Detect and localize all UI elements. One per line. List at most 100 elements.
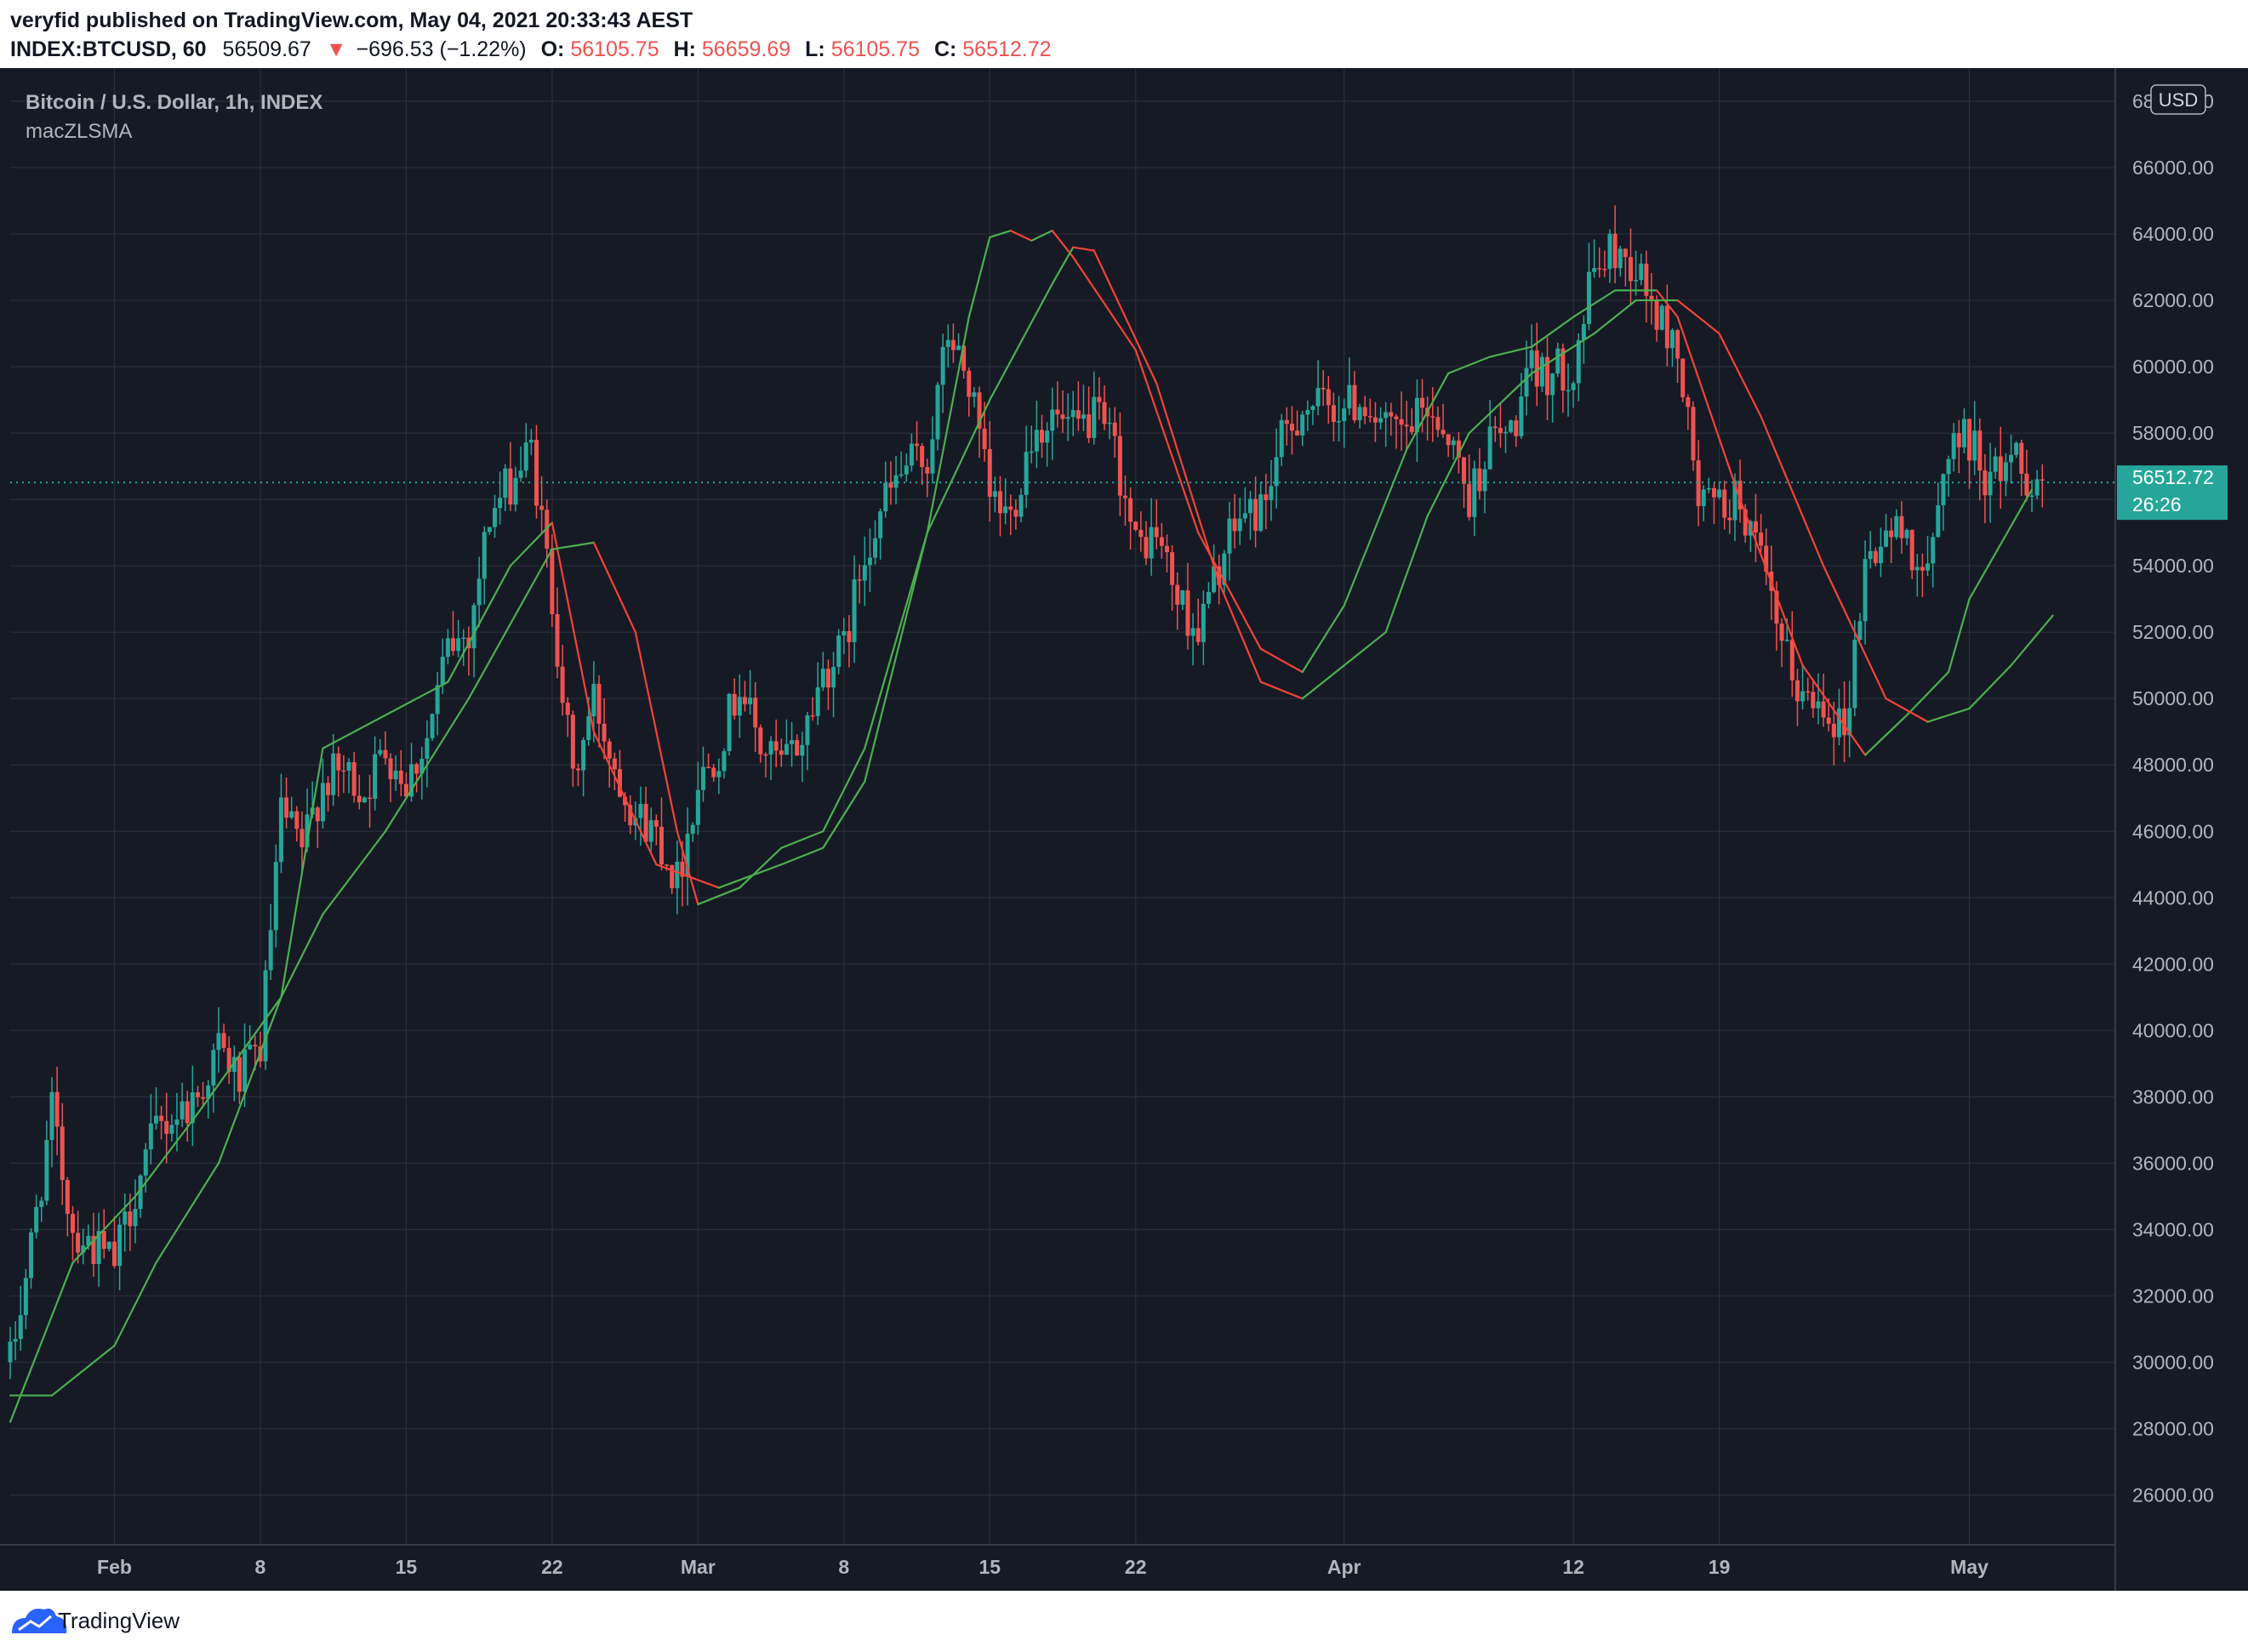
candle-body	[862, 565, 867, 581]
candle-body	[1321, 387, 1326, 390]
candle-body	[471, 605, 476, 649]
candle-body	[1857, 621, 1863, 641]
candle-body	[1409, 426, 1414, 432]
price-axis[interactable]: 26000.00 28000.00 30000.00 32000.00 34000.00…	[2132, 90, 2214, 1506]
candle-body	[648, 820, 653, 842]
candle-body	[419, 759, 425, 774]
candle-body	[44, 1140, 49, 1201]
candle-body	[341, 770, 346, 772]
time-tick-label: Mar	[681, 1556, 716, 1578]
candle-body	[289, 811, 294, 818]
candle-body	[1529, 350, 1534, 368]
candle-body	[1842, 708, 1847, 736]
candle-body	[2009, 454, 2014, 463]
candle-body	[1112, 422, 1117, 436]
zlsma-fast-segment	[1801, 664, 1867, 756]
zlsma-slow-segment	[551, 541, 595, 550]
price-tick-label: 44000.00	[2132, 886, 2214, 909]
candle-body	[440, 657, 445, 686]
tradingview-logo[interactable]: TradingView	[12, 1608, 180, 1633]
candle-body	[388, 758, 393, 780]
candle-body	[586, 716, 591, 740]
candle-body	[425, 738, 430, 760]
candle-body	[1144, 537, 1149, 559]
zlsma-fast-segment	[926, 316, 970, 534]
candle-body	[1993, 456, 1998, 472]
cloud-icon	[12, 1609, 67, 1633]
candle-body	[430, 714, 435, 738]
candle-body	[111, 1241, 117, 1267]
candle-body	[1170, 552, 1175, 585]
candle-body	[1961, 419, 1966, 447]
candle-body	[1576, 339, 1581, 384]
candle-body	[790, 740, 795, 744]
candle-body	[128, 1211, 133, 1227]
candle-body	[482, 532, 487, 579]
currency-badge[interactable]: USD	[2150, 84, 2206, 115]
zlsma-slow-segment	[1968, 664, 2012, 710]
zlsma-fast-segment	[280, 747, 324, 999]
zlsma-slow-segment	[1468, 372, 1533, 435]
currency-label: USD	[2159, 89, 2198, 111]
candle-body	[878, 511, 883, 538]
candle-body	[1362, 407, 1367, 417]
zlsma-slow-segment	[1531, 332, 1595, 375]
price-tick-label: 62000.00	[2132, 289, 2214, 311]
candle-body	[1258, 494, 1264, 531]
candle-body	[518, 470, 523, 478]
candle-body	[852, 579, 857, 642]
candle-body	[1545, 356, 1550, 396]
candle-body	[1634, 280, 1639, 282]
candle-body	[1519, 396, 1524, 436]
candle-body	[1164, 545, 1169, 553]
time-axis[interactable]: Feb 8 15 22 Mar 8 15 22 Apr 12 19 May	[97, 1556, 1988, 1578]
candle-body	[1092, 396, 1097, 438]
candle-body	[1774, 590, 1779, 624]
candle-body	[1430, 416, 1435, 418]
candle-body	[123, 1211, 128, 1225]
candle-body	[1367, 416, 1372, 418]
zlsma-fast-segment	[1343, 448, 1408, 607]
zlsma-slow-segment	[1093, 249, 1158, 385]
candle-body	[742, 697, 747, 704]
candle-body	[1149, 527, 1154, 559]
candle-body	[1571, 383, 1576, 390]
candle-body	[23, 1278, 28, 1316]
time-tick-label: Feb	[97, 1556, 132, 1578]
candle-body	[1206, 592, 1211, 604]
candle-body	[1384, 412, 1389, 419]
candle-body	[1566, 390, 1571, 392]
candle-body	[226, 1047, 231, 1073]
candle-body	[2014, 442, 2019, 455]
time-tick-label: May	[1950, 1556, 1988, 1578]
candle-body	[1628, 257, 1633, 282]
candle-body	[1711, 487, 1716, 498]
candle-body	[8, 1342, 13, 1363]
candle-body	[847, 630, 852, 642]
candle-body	[248, 1045, 253, 1050]
candle-body	[690, 824, 695, 835]
zlsma-slow-segment	[1676, 299, 1720, 335]
candle-body	[221, 1033, 226, 1048]
candle-body	[300, 829, 305, 847]
zlsma-slow-segment	[280, 913, 324, 999]
last-price-tag: 56512.72 26:26	[2117, 465, 2228, 521]
candle-body	[1623, 248, 1628, 258]
price-tick-label: 58000.00	[2132, 422, 2214, 444]
candle-body	[961, 345, 967, 371]
last-value: 56509.67	[223, 37, 311, 61]
chart-background	[0, 68, 2248, 1591]
candle-body	[1154, 527, 1159, 538]
candle-body	[70, 1213, 75, 1233]
time-tick-label: 22	[541, 1556, 563, 1578]
candle-body	[1664, 305, 1669, 349]
candle-body	[1352, 385, 1357, 421]
candle-body	[1597, 268, 1602, 270]
candle-body	[711, 767, 716, 778]
candle-body	[1357, 407, 1362, 421]
candle-body	[1686, 397, 1691, 407]
candle-body	[560, 666, 565, 704]
candle-body	[1284, 419, 1289, 424]
zlsma-fast-segment	[1738, 498, 1804, 667]
candle-body	[700, 766, 705, 790]
